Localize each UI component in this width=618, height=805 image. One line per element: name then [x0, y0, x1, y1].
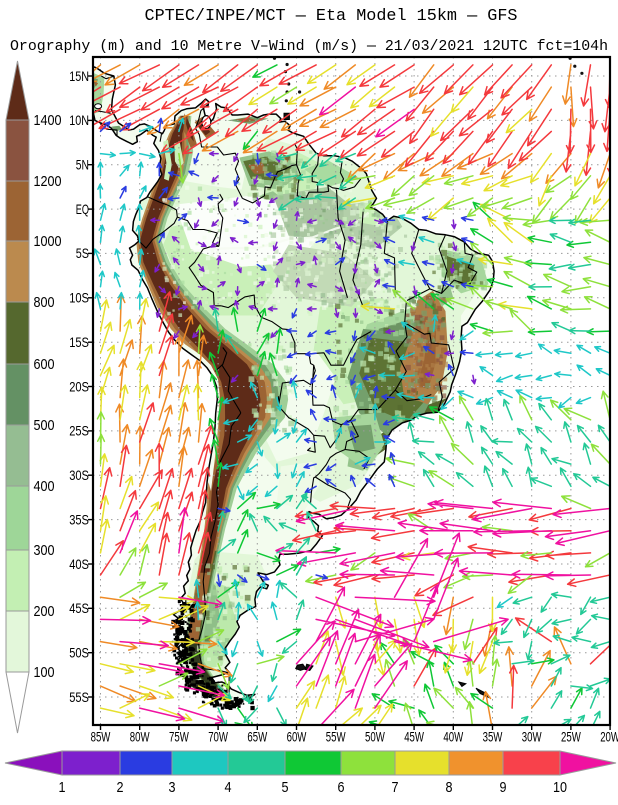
- svg-text:100: 100: [34, 664, 55, 681]
- svg-text:CPTEC/INPE/MCT — Eta Model 15: CPTEC/INPE/MCT — Eta Model 15km — GFS: [145, 6, 518, 25]
- svg-text:200: 200: [34, 603, 55, 620]
- svg-text:45W: 45W: [404, 729, 424, 745]
- svg-text:45S: 45S: [69, 600, 89, 616]
- svg-text:80W: 80W: [130, 729, 150, 745]
- svg-text:85W: 85W: [91, 729, 111, 745]
- svg-text:60W: 60W: [287, 729, 307, 745]
- svg-text:6: 6: [338, 779, 345, 796]
- svg-text:3: 3: [169, 779, 176, 796]
- svg-text:800: 800: [34, 294, 55, 311]
- svg-text:25W: 25W: [561, 729, 581, 745]
- svg-text:35W: 35W: [483, 729, 503, 745]
- svg-text:30S: 30S: [69, 467, 89, 483]
- svg-text:4: 4: [225, 779, 232, 796]
- svg-text:75W: 75W: [169, 729, 189, 745]
- svg-text:5: 5: [282, 779, 289, 796]
- svg-text:1000: 1000: [34, 233, 62, 250]
- svg-text:35S: 35S: [69, 511, 89, 527]
- svg-text:20W: 20W: [600, 729, 618, 745]
- svg-text:15N: 15N: [69, 68, 89, 84]
- svg-text:500: 500: [34, 417, 55, 434]
- svg-text:1: 1: [59, 779, 66, 796]
- svg-text:5S: 5S: [76, 245, 89, 261]
- svg-text:400: 400: [34, 478, 55, 495]
- svg-text:20S: 20S: [69, 378, 89, 394]
- svg-text:300: 300: [34, 542, 55, 559]
- svg-text:5N: 5N: [76, 157, 89, 173]
- svg-text:EQ: EQ: [76, 201, 89, 217]
- svg-text:9: 9: [500, 779, 507, 796]
- svg-text:65W: 65W: [247, 729, 267, 745]
- svg-text:2: 2: [117, 779, 124, 796]
- svg-text:55W: 55W: [326, 729, 346, 745]
- svg-text:40W: 40W: [443, 729, 463, 745]
- svg-text:Orography (m) and 10 Metre V–W: Orography (m) and 10 Metre V–Wind (m/s) …: [10, 39, 608, 55]
- svg-text:40S: 40S: [69, 556, 89, 572]
- svg-text:30W: 30W: [522, 729, 542, 745]
- svg-text:50S: 50S: [69, 645, 89, 661]
- svg-text:10: 10: [553, 779, 567, 796]
- svg-text:10N: 10N: [69, 112, 89, 128]
- svg-text:1200: 1200: [34, 173, 62, 190]
- svg-text:70W: 70W: [208, 729, 228, 745]
- svg-text:1400: 1400: [34, 112, 62, 129]
- svg-text:7: 7: [392, 779, 399, 796]
- svg-text:8: 8: [446, 779, 453, 796]
- svg-text:25S: 25S: [69, 423, 89, 439]
- svg-text:50W: 50W: [365, 729, 385, 745]
- svg-text:10S: 10S: [69, 290, 89, 306]
- svg-text:55S: 55S: [69, 689, 89, 705]
- svg-text:15S: 15S: [69, 334, 89, 350]
- svg-text:600: 600: [34, 356, 55, 373]
